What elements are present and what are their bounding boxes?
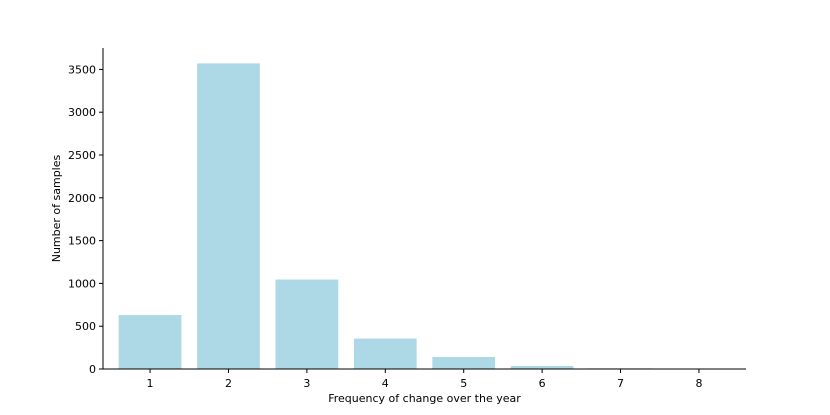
y-tick-label-1000: 1000 — [68, 277, 96, 290]
y-tick-label-3000: 3000 — [68, 106, 96, 119]
y-axis-label: Number of samples — [50, 154, 63, 262]
y-tick-label-0: 0 — [89, 363, 96, 376]
x-tick-label-5: 5 — [460, 377, 467, 390]
axes-group — [102, 48, 746, 370]
x-axis-label: Frequency of change over the year — [328, 392, 521, 405]
x-tick-label-7: 7 — [617, 377, 624, 390]
x-ticks-group: 1 2 3 4 5 6 7 8 — [147, 369, 702, 390]
y-tick-label-1500: 1500 — [68, 235, 96, 248]
x-tick-label-2: 2 — [225, 377, 232, 390]
y-tick-label-3500: 3500 — [68, 63, 96, 76]
bar-5 — [432, 357, 496, 369]
y-tick-label-2000: 2000 — [68, 192, 96, 205]
x-tick-label-1: 1 — [147, 377, 154, 390]
y-tick-label-2500: 2500 — [68, 149, 96, 162]
bars-group — [118, 63, 731, 369]
bar-2 — [197, 63, 260, 369]
bar-1 — [118, 315, 182, 369]
bar-3 — [275, 279, 339, 369]
bar-6 — [510, 366, 574, 369]
x-tick-label-8: 8 — [695, 377, 702, 390]
x-tick-label-6: 6 — [539, 377, 546, 390]
x-tick-label-3: 3 — [303, 377, 310, 390]
y-ticks-group: 0 500 1000 1500 2000 2500 3000 3500 — [68, 63, 103, 376]
x-tick-label-4: 4 — [382, 377, 389, 390]
y-tick-label-500: 500 — [75, 320, 96, 333]
bar-4 — [353, 338, 417, 369]
